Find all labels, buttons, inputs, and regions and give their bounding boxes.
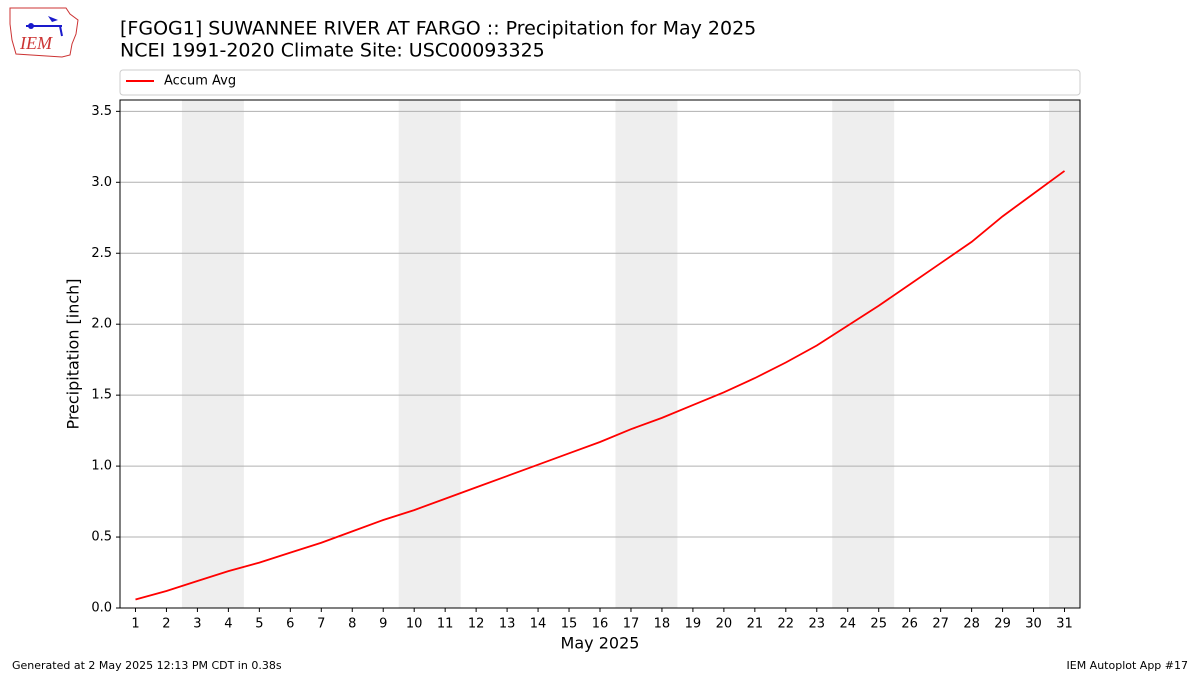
x-tick-label: 31 bbox=[1056, 617, 1073, 632]
x-tick-label: 2 bbox=[162, 617, 170, 632]
y-tick-label: 0.5 bbox=[91, 530, 112, 545]
y-tick-label: 1.0 bbox=[91, 459, 112, 474]
x-tick-label: 6 bbox=[286, 617, 294, 632]
x-tick-label: 8 bbox=[348, 617, 356, 632]
logo-text: IEM bbox=[19, 33, 53, 53]
x-tick-label: 20 bbox=[716, 617, 733, 632]
footer-right: IEM Autoplot App #17 bbox=[1067, 659, 1189, 672]
x-tick-label: 30 bbox=[1025, 617, 1042, 632]
x-tick-label: 28 bbox=[963, 617, 980, 632]
plot-frame bbox=[119, 99, 1081, 609]
chart-subtitle: NCEI 1991-2020 Climate Site: USC00093325 bbox=[120, 40, 545, 62]
x-tick-label: 17 bbox=[623, 617, 640, 632]
x-tick-label: 4 bbox=[224, 617, 232, 632]
x-tick-label: 5 bbox=[255, 617, 263, 632]
y-tick-label: 3.0 bbox=[91, 175, 112, 190]
y-tick-label: 1.5 bbox=[91, 388, 112, 403]
legend-label: Accum Avg bbox=[164, 74, 236, 89]
x-tick-label: 29 bbox=[994, 617, 1011, 632]
x-tick-label: 7 bbox=[317, 617, 325, 632]
footer-left: Generated at 2 May 2025 12:13 PM CDT in … bbox=[12, 659, 282, 672]
weekend-shade bbox=[181, 100, 244, 608]
weekend-shade bbox=[615, 100, 678, 608]
x-tick-label: 26 bbox=[901, 617, 918, 632]
x-tick-label: 25 bbox=[870, 617, 887, 632]
x-tick-label: 22 bbox=[778, 617, 795, 632]
x-tick-label: 16 bbox=[592, 617, 609, 632]
logo: IEM bbox=[9, 7, 79, 58]
y-tick-label: 0.0 bbox=[91, 601, 112, 616]
x-tick-label: 14 bbox=[530, 617, 547, 632]
x-tick-label: 21 bbox=[747, 617, 764, 632]
x-tick-label: 3 bbox=[193, 617, 201, 632]
data-line bbox=[135, 170, 1066, 601]
y-tick-label: 2.5 bbox=[91, 246, 112, 261]
x-tick-label: 19 bbox=[685, 617, 702, 632]
x-tick-label: 11 bbox=[437, 617, 454, 632]
weekend-shade bbox=[1049, 100, 1080, 608]
weekend-shade bbox=[832, 100, 895, 608]
legend-box bbox=[119, 69, 1081, 96]
x-tick-label: 27 bbox=[932, 617, 949, 632]
x-tick-label: 23 bbox=[809, 617, 826, 632]
x-tick-label: 12 bbox=[468, 617, 485, 632]
weekend-shade bbox=[398, 100, 461, 608]
x-tick-label: 24 bbox=[839, 617, 856, 632]
y-tick-label: 3.5 bbox=[91, 104, 112, 119]
chart-title: [FGOG1] SUWANNEE RIVER AT FARGO :: Preci… bbox=[120, 18, 756, 40]
x-tick-label: 1 bbox=[131, 617, 139, 632]
x-tick-label: 18 bbox=[654, 617, 671, 632]
x-tick-label: 10 bbox=[406, 617, 423, 632]
x-axis-label: May 2025 bbox=[561, 634, 640, 653]
y-axis-label: Precipitation [inch] bbox=[64, 278, 83, 429]
y-tick-label: 2.0 bbox=[91, 317, 112, 332]
x-tick-label: 15 bbox=[561, 617, 578, 632]
x-tick-label: 9 bbox=[379, 617, 387, 632]
x-tick-label: 13 bbox=[499, 617, 516, 632]
